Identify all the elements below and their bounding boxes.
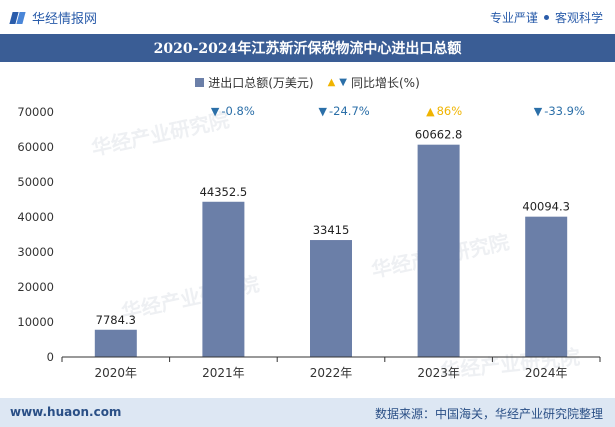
x-tick-label: 2024年 [525, 366, 568, 380]
growth-label: 86% [437, 104, 463, 118]
chart-legend: 进出口总额(万美元) ▲ ▼ 同比增长(%) [0, 74, 615, 91]
bar-2024年[interactable] [525, 216, 568, 357]
y-tick-label: 60000 [17, 140, 54, 154]
y-axis: 0 10000 20000 30000 40000 50000 60000 70000 [17, 105, 54, 364]
tagline-right: 客观科学 [554, 11, 603, 25]
bars: 7784.3 44352.5 33415 60662.8 40094.3 [94, 128, 570, 357]
growth-label: -33.9% [544, 104, 585, 118]
legend-item-bars[interactable]: 进出口总额(万美元) [195, 74, 314, 91]
growth-down-icon: ▼ [534, 105, 543, 118]
bar-value-label: 7784.3 [96, 313, 136, 327]
y-tick-label: 0 [47, 350, 54, 364]
bar-value-label: 60662.8 [415, 128, 463, 142]
title-bar: 2020-2024年江苏新沂保税物流中心进出口总额 [0, 34, 615, 62]
growth-label: -0.8% [221, 104, 254, 118]
x-tick-label: 2021年 [202, 366, 245, 380]
brand-name: 华经情报网 [32, 12, 98, 27]
bar-value-label: 33415 [313, 223, 350, 237]
brand[interactable]: 华经情报网 [9, 8, 98, 27]
triangle-up-icon: ▲ [327, 77, 336, 88]
legend-growth-label: 同比增长(%) [351, 76, 420, 90]
bar-2021年[interactable] [202, 201, 245, 357]
bar-value-label: 44352.5 [200, 185, 248, 199]
tagline: 专业严谨 客观科学 [490, 9, 603, 26]
growth-labels: ▼ -0.8% ▼ -24.7% ▲ 86% ▼ -33.9% [211, 104, 585, 118]
y-tick-label: 70000 [17, 105, 54, 119]
y-tick-label: 40000 [17, 210, 54, 224]
x-tick-label: 2023年 [417, 366, 460, 380]
legend-item-growth[interactable]: ▲ ▼ 同比增长(%) [328, 74, 420, 91]
y-tick-label: 20000 [17, 280, 54, 294]
bar-2022年[interactable] [310, 240, 352, 357]
growth-down-icon: ▼ [211, 105, 220, 118]
growth-down-icon: ▼ [319, 105, 328, 118]
dot-separator-icon [543, 15, 549, 20]
triangle-down-icon: ▼ [339, 77, 347, 88]
bar-swatch-icon [195, 78, 205, 87]
y-tick-label: 10000 [17, 315, 54, 329]
growth-label: -24.7% [329, 104, 370, 118]
bar-2023年[interactable] [417, 144, 460, 357]
y-tick-label: 50000 [17, 175, 54, 189]
brand-logo-icon [9, 10, 26, 26]
top-bar: 华经情报网 专业严谨 客观科学 [0, 0, 615, 34]
chart-title: 2020-2024年江苏新沂保税物流中心进出口总额 [153, 41, 462, 57]
x-tick-label: 2022年 [310, 366, 353, 380]
tagline-left: 专业严谨 [489, 11, 538, 25]
footer-source: 数据来源：中国海关，华经产业研究院整理 [374, 407, 603, 421]
y-tick-label: 30000 [17, 245, 54, 259]
footer: www.huaon.com 数据来源：中国海关，华经产业研究院整理 [0, 398, 615, 427]
growth-up-icon: ▲ [426, 105, 435, 118]
footer-url-link[interactable]: www.huaon.com [10, 405, 122, 419]
legend-bar-label: 进出口总额(万美元) [208, 76, 314, 90]
bar-2020年[interactable] [94, 329, 137, 357]
x-tick-label: 2020年 [95, 366, 138, 380]
x-axis: 2020年 2021年 2022年 2023年 2024年 [61, 356, 601, 380]
bar-chart: 0 10000 20000 30000 40000 50000 60000 70000 778… [17, 104, 601, 380]
bar-value-label: 40094.3 [522, 200, 570, 214]
